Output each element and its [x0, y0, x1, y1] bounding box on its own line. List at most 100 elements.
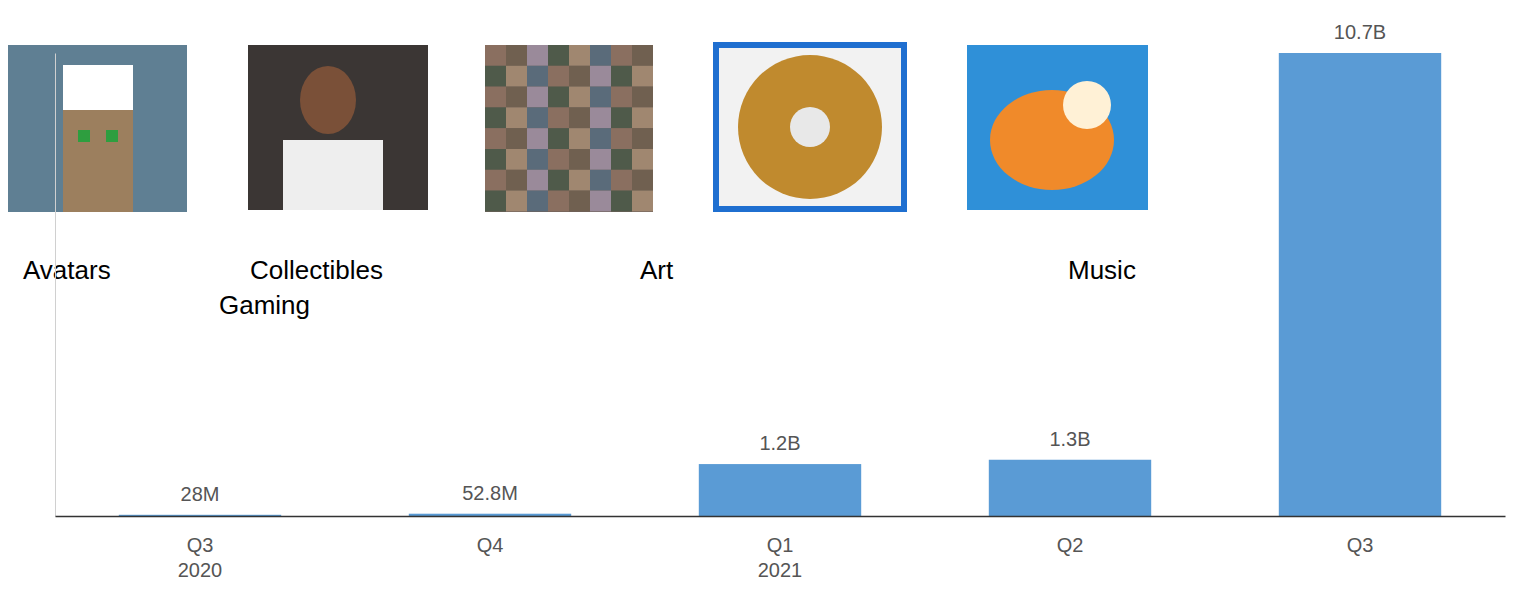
- picture-detail: [590, 107, 611, 128]
- picture-detail: [548, 107, 569, 128]
- x-tick: Q1 2021: [758, 516, 803, 581]
- picture-detail: [611, 170, 632, 191]
- picture-detail: [548, 149, 569, 170]
- picture-detail: [548, 66, 569, 87]
- x-tick-label-line: Q3: [187, 534, 214, 556]
- picture-detail: [632, 45, 653, 66]
- picture-detail: [569, 170, 590, 191]
- picture-detail: [611, 66, 632, 87]
- x-tick: Q2: [1057, 516, 1084, 556]
- x-tick: Q3: [1347, 516, 1374, 556]
- picture-detail: [790, 107, 830, 147]
- picture-detail: [485, 45, 506, 66]
- picture-bg: [248, 45, 428, 210]
- data-label: 10.7B: [1334, 21, 1386, 43]
- picture-detail: [569, 87, 590, 108]
- picture-bg: [713, 42, 907, 212]
- pictures: [8, 42, 1148, 212]
- picture-detail: [506, 45, 527, 66]
- picture-detail: [719, 48, 901, 206]
- picture-detail: [527, 191, 548, 212]
- annotations: AvatarsCollectiblesGamingArtMusic: [23, 255, 1136, 320]
- x-tick-label: Q3: [1347, 534, 1374, 556]
- picture-detail: [590, 45, 611, 66]
- y-axis-line: [55, 54, 56, 517]
- x-tick-label: Q1 2021: [758, 534, 803, 581]
- x-tick-label-line: Q4: [477, 534, 504, 556]
- picture-detail: [506, 191, 527, 212]
- picture-bg: [967, 45, 1148, 210]
- picture-detail: [63, 110, 133, 212]
- picture-detail: [485, 66, 506, 87]
- bar: [699, 464, 861, 516]
- picture-detail: [590, 191, 611, 212]
- data-label: 28M: [181, 483, 220, 505]
- picture-detail: [485, 87, 506, 108]
- picture-detail: [506, 66, 527, 87]
- picture-bg: [8, 45, 187, 212]
- picture-detail: [590, 149, 611, 170]
- picture-detail: [506, 87, 527, 108]
- annotation: Avatars: [23, 255, 111, 285]
- chart: AvatarsCollectiblesGamingArtMusicQ32020Q…: [0, 0, 1513, 603]
- picture: [713, 42, 907, 212]
- picture-detail: [548, 170, 569, 191]
- picture-detail: [611, 128, 632, 149]
- picture-detail: [506, 107, 527, 128]
- annotation: Art: [640, 255, 674, 285]
- picture-detail: [632, 149, 653, 170]
- picture-detail: [283, 140, 383, 210]
- picture-detail: [485, 191, 506, 212]
- picture-bg: [485, 45, 653, 212]
- x-tick-label: Q2: [1057, 534, 1084, 556]
- picture: [967, 45, 1148, 210]
- x-axis: Q3 2020 Q4 Q1 2021 Q2 Q3: [56, 516, 1506, 581]
- picture-detail: [569, 149, 590, 170]
- data-label: 52.8M: [462, 482, 518, 504]
- picture: [248, 45, 428, 210]
- picture-detail: [548, 87, 569, 108]
- picture-detail: [611, 149, 632, 170]
- picture-detail: [1063, 81, 1111, 129]
- x-tick-label-line: 2020: [178, 559, 223, 581]
- x-tick-label-line: Q2: [1057, 534, 1084, 556]
- picture-detail: [548, 128, 569, 149]
- picture-detail: [527, 107, 548, 128]
- x-tick-label-line: 2021: [758, 559, 803, 581]
- x-tick: Q3 2020: [178, 516, 223, 581]
- bar: [989, 460, 1151, 516]
- x-tick: Q4: [477, 516, 504, 556]
- picture-detail: [106, 130, 118, 142]
- annotation: Collectibles: [250, 255, 383, 285]
- picture: [8, 45, 187, 212]
- picture-detail: [527, 87, 548, 108]
- bars: [119, 53, 1441, 516]
- picture-detail: [506, 149, 527, 170]
- picture-detail: [548, 191, 569, 212]
- picture-detail: [590, 66, 611, 87]
- data-label: 1.3B: [1049, 428, 1090, 450]
- picture-detail: [506, 170, 527, 191]
- picture-detail: [632, 107, 653, 128]
- picture-detail: [632, 87, 653, 108]
- picture-detail: [569, 107, 590, 128]
- bar: [1279, 53, 1441, 516]
- picture: [485, 45, 653, 212]
- x-tick-label-line: Q1: [767, 534, 794, 556]
- picture-detail: [300, 66, 356, 134]
- y-axis: [55, 54, 56, 517]
- picture-detail: [590, 128, 611, 149]
- picture-detail: [590, 87, 611, 108]
- x-tick-label-line: Q3: [1347, 534, 1374, 556]
- picture-detail: [738, 55, 882, 199]
- picture-detail: [63, 65, 133, 115]
- picture-detail: [527, 45, 548, 66]
- picture-detail: [632, 170, 653, 191]
- picture-detail: [527, 66, 548, 87]
- picture-detail: [485, 128, 506, 149]
- picture-detail: [569, 191, 590, 212]
- picture-detail: [548, 45, 569, 66]
- x-tick-label: Q4: [477, 534, 504, 556]
- picture-detail: [485, 149, 506, 170]
- picture-detail: [632, 66, 653, 87]
